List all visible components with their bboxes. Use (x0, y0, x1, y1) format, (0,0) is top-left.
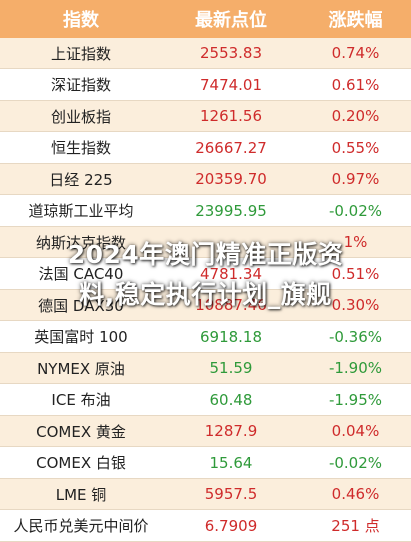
row-name: LME 铜 (55, 485, 107, 504)
row-name: 日经 225 (49, 170, 113, 189)
row-change: -0.02% (328, 201, 383, 220)
row-price: 26667.27 (195, 138, 267, 157)
row-change: -1.90% (328, 359, 383, 377)
table-row: 英国富时 100 6918.18 -0.36% (0, 321, 411, 353)
row-change: 251 点 (331, 517, 380, 535)
row-price: 1287.9 (204, 422, 258, 440)
row-change: 0.74% (331, 44, 380, 62)
row-name: 法国 CAC40 (38, 265, 124, 283)
row-change: 0.97% (331, 170, 380, 188)
table-header: 指数 最新点位 涨跌幅 (0, 0, 411, 38)
row-price: 6918.18 (199, 327, 263, 346)
table-row: COMEX 黄金 1287.9 0.04% (0, 416, 411, 447)
table-row: 创业板指 1261.56 0.20% (0, 101, 411, 132)
table-row: 日经 225 20359.70 0.97% (0, 164, 411, 195)
row-change: 0.61% (331, 75, 380, 94)
row-change: 0.55% (331, 138, 380, 157)
row-name: 上证指数 (50, 44, 111, 63)
row-name: 道琼斯工业平均 (28, 202, 134, 220)
row-name: ICE 布油 (51, 391, 111, 409)
row-name: COMEX 黄金 (36, 422, 126, 441)
row-name: 深证指数 (50, 76, 111, 94)
table-row: 纳斯达克指数 1% (0, 227, 411, 258)
header-index: 指数 (63, 10, 99, 31)
row-change: 0.51% (331, 264, 380, 283)
row-price: 23995.95 (195, 201, 267, 220)
table-row: 德国 DAX30 10887.46 0.30% (0, 290, 411, 321)
row-name: NYMEX 原油 (37, 359, 125, 378)
row-price: 7474.01 (199, 75, 263, 94)
row-price: 51.59 (209, 359, 253, 377)
row-change: 0.46% (331, 485, 380, 503)
table-row: COMEX 白银 15.64 -0.02% (0, 447, 411, 479)
table-row: 深证指数 7474.01 0.61% (0, 69, 411, 101)
table-row: NYMEX 原油 51.59 -1.90% (0, 353, 411, 384)
table-row: 法国 CAC40 4781.34 0.51% (0, 258, 411, 290)
table-row: 人民币兑美元中间价 6.7909 251 点 (0, 510, 411, 542)
table-row: LME 铜 5957.5 0.46% (0, 479, 411, 510)
row-name: COMEX 白银 (36, 454, 126, 472)
row-change: 1% (343, 233, 368, 251)
row-price: 1261.56 (199, 107, 263, 125)
row-change: 0.20% (331, 107, 380, 125)
header-price: 最新点位 (195, 10, 267, 31)
table-row: 道琼斯工业平均 23995.95 -0.02% (0, 195, 411, 227)
table-row: 恒生指数 26667.27 0.55% (0, 132, 411, 164)
row-change: -1.95% (328, 390, 383, 409)
row-price: 2553.83 (199, 44, 263, 62)
row-change: 0.04% (331, 422, 380, 440)
row-price: 4781.34 (199, 264, 263, 283)
row-name: 德国 DAX30 (38, 296, 124, 315)
row-name: 恒生指数 (50, 139, 111, 157)
table-row: ICE 布油 60.48 -1.95% (0, 384, 411, 416)
row-change: -0.02% (328, 453, 383, 472)
row-name: 纳斯达克指数 (35, 233, 126, 252)
row-name: 英国富时 100 (34, 328, 128, 346)
header-change: 涨跌幅 (328, 10, 383, 31)
row-price: 20359.70 (195, 170, 267, 188)
row-name: 人民币兑美元中间价 (13, 517, 149, 535)
row-price: 15.64 (209, 453, 253, 472)
row-change: -0.36% (328, 327, 383, 346)
row-name: 创业板指 (50, 107, 111, 126)
row-price: 10887.46 (195, 296, 267, 314)
row-price: 6.7909 (204, 516, 258, 535)
row-change: 0.30% (331, 296, 380, 314)
table-row: 上证指数 2553.83 0.74% (0, 38, 411, 69)
row-price: 60.48 (209, 390, 253, 409)
row-price: 5957.5 (204, 485, 258, 503)
